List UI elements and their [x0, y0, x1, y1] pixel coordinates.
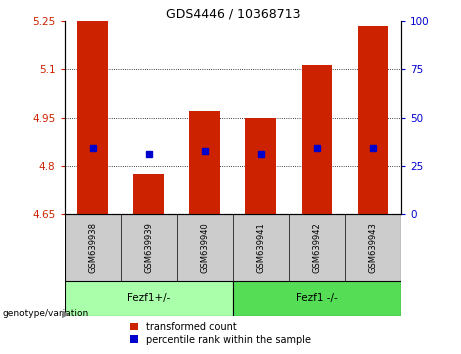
Bar	[189, 111, 220, 214]
Text: ▶: ▶	[62, 308, 70, 318]
Bar	[77, 21, 108, 214]
Text: Fezf1+/-: Fezf1+/-	[127, 293, 171, 303]
Bar	[358, 26, 389, 214]
Text: GSM639943: GSM639943	[368, 222, 378, 273]
Title: GDS4446 / 10368713: GDS4446 / 10368713	[165, 7, 300, 20]
Text: GSM639941: GSM639941	[256, 222, 266, 273]
Bar	[301, 64, 332, 214]
Text: GSM639942: GSM639942	[313, 222, 321, 273]
Legend: transformed count, percentile rank within the sample: transformed count, percentile rank withi…	[130, 322, 311, 344]
Text: GSM639940: GSM639940	[200, 222, 209, 273]
Text: genotype/variation: genotype/variation	[2, 309, 89, 318]
Text: GSM639938: GSM639938	[88, 222, 97, 273]
Text: Fezf1 -/-: Fezf1 -/-	[296, 293, 338, 303]
Bar	[133, 174, 164, 214]
Bar	[233, 281, 401, 316]
Bar	[65, 281, 233, 316]
Bar	[245, 118, 276, 214]
Text: GSM639939: GSM639939	[144, 222, 153, 273]
